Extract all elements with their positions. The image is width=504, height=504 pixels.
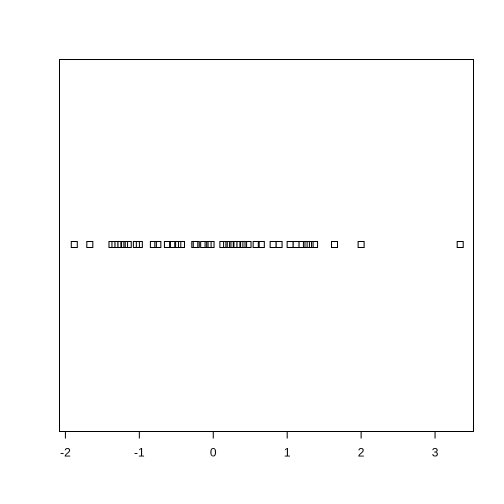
data-point bbox=[207, 241, 215, 248]
data-point bbox=[169, 241, 177, 248]
data-point bbox=[252, 241, 260, 248]
x-tick-label: -1 bbox=[134, 446, 145, 460]
data-point bbox=[286, 241, 294, 248]
data-point bbox=[70, 241, 78, 248]
data-point bbox=[154, 241, 162, 248]
data-point bbox=[177, 241, 185, 248]
data-point bbox=[269, 241, 277, 248]
data-point bbox=[331, 241, 339, 248]
x-axis: -2 -1 0 1 2 3 bbox=[60, 431, 439, 460]
data-point bbox=[124, 241, 132, 248]
data-point bbox=[306, 241, 314, 248]
data-point bbox=[191, 241, 199, 248]
data-point bbox=[200, 241, 208, 248]
x-tick-label: -2 bbox=[60, 446, 71, 460]
data-point bbox=[192, 241, 200, 248]
data-point bbox=[275, 241, 283, 248]
x-tick-label: 0 bbox=[210, 446, 217, 460]
data-point bbox=[86, 241, 94, 248]
data-point bbox=[163, 241, 171, 248]
data-point bbox=[257, 241, 265, 248]
data-point bbox=[244, 241, 252, 248]
data-point bbox=[121, 241, 129, 248]
data-point bbox=[236, 241, 244, 248]
data-point bbox=[456, 241, 464, 248]
data-point bbox=[174, 241, 182, 248]
data-point bbox=[226, 241, 234, 248]
data-point bbox=[240, 241, 248, 248]
data-point bbox=[292, 241, 300, 248]
data-point bbox=[311, 241, 319, 248]
x-tick-label: 2 bbox=[358, 446, 365, 460]
data-point bbox=[117, 241, 125, 248]
scatter-points bbox=[70, 241, 464, 248]
data-point bbox=[302, 241, 310, 248]
data-point bbox=[357, 241, 365, 248]
data-point bbox=[219, 241, 227, 248]
x-tick-label: 1 bbox=[284, 446, 291, 460]
x-tick-label: 3 bbox=[432, 446, 439, 460]
data-point bbox=[298, 241, 306, 248]
data-point bbox=[149, 241, 157, 248]
data-point bbox=[135, 241, 143, 248]
data-point bbox=[223, 241, 231, 248]
